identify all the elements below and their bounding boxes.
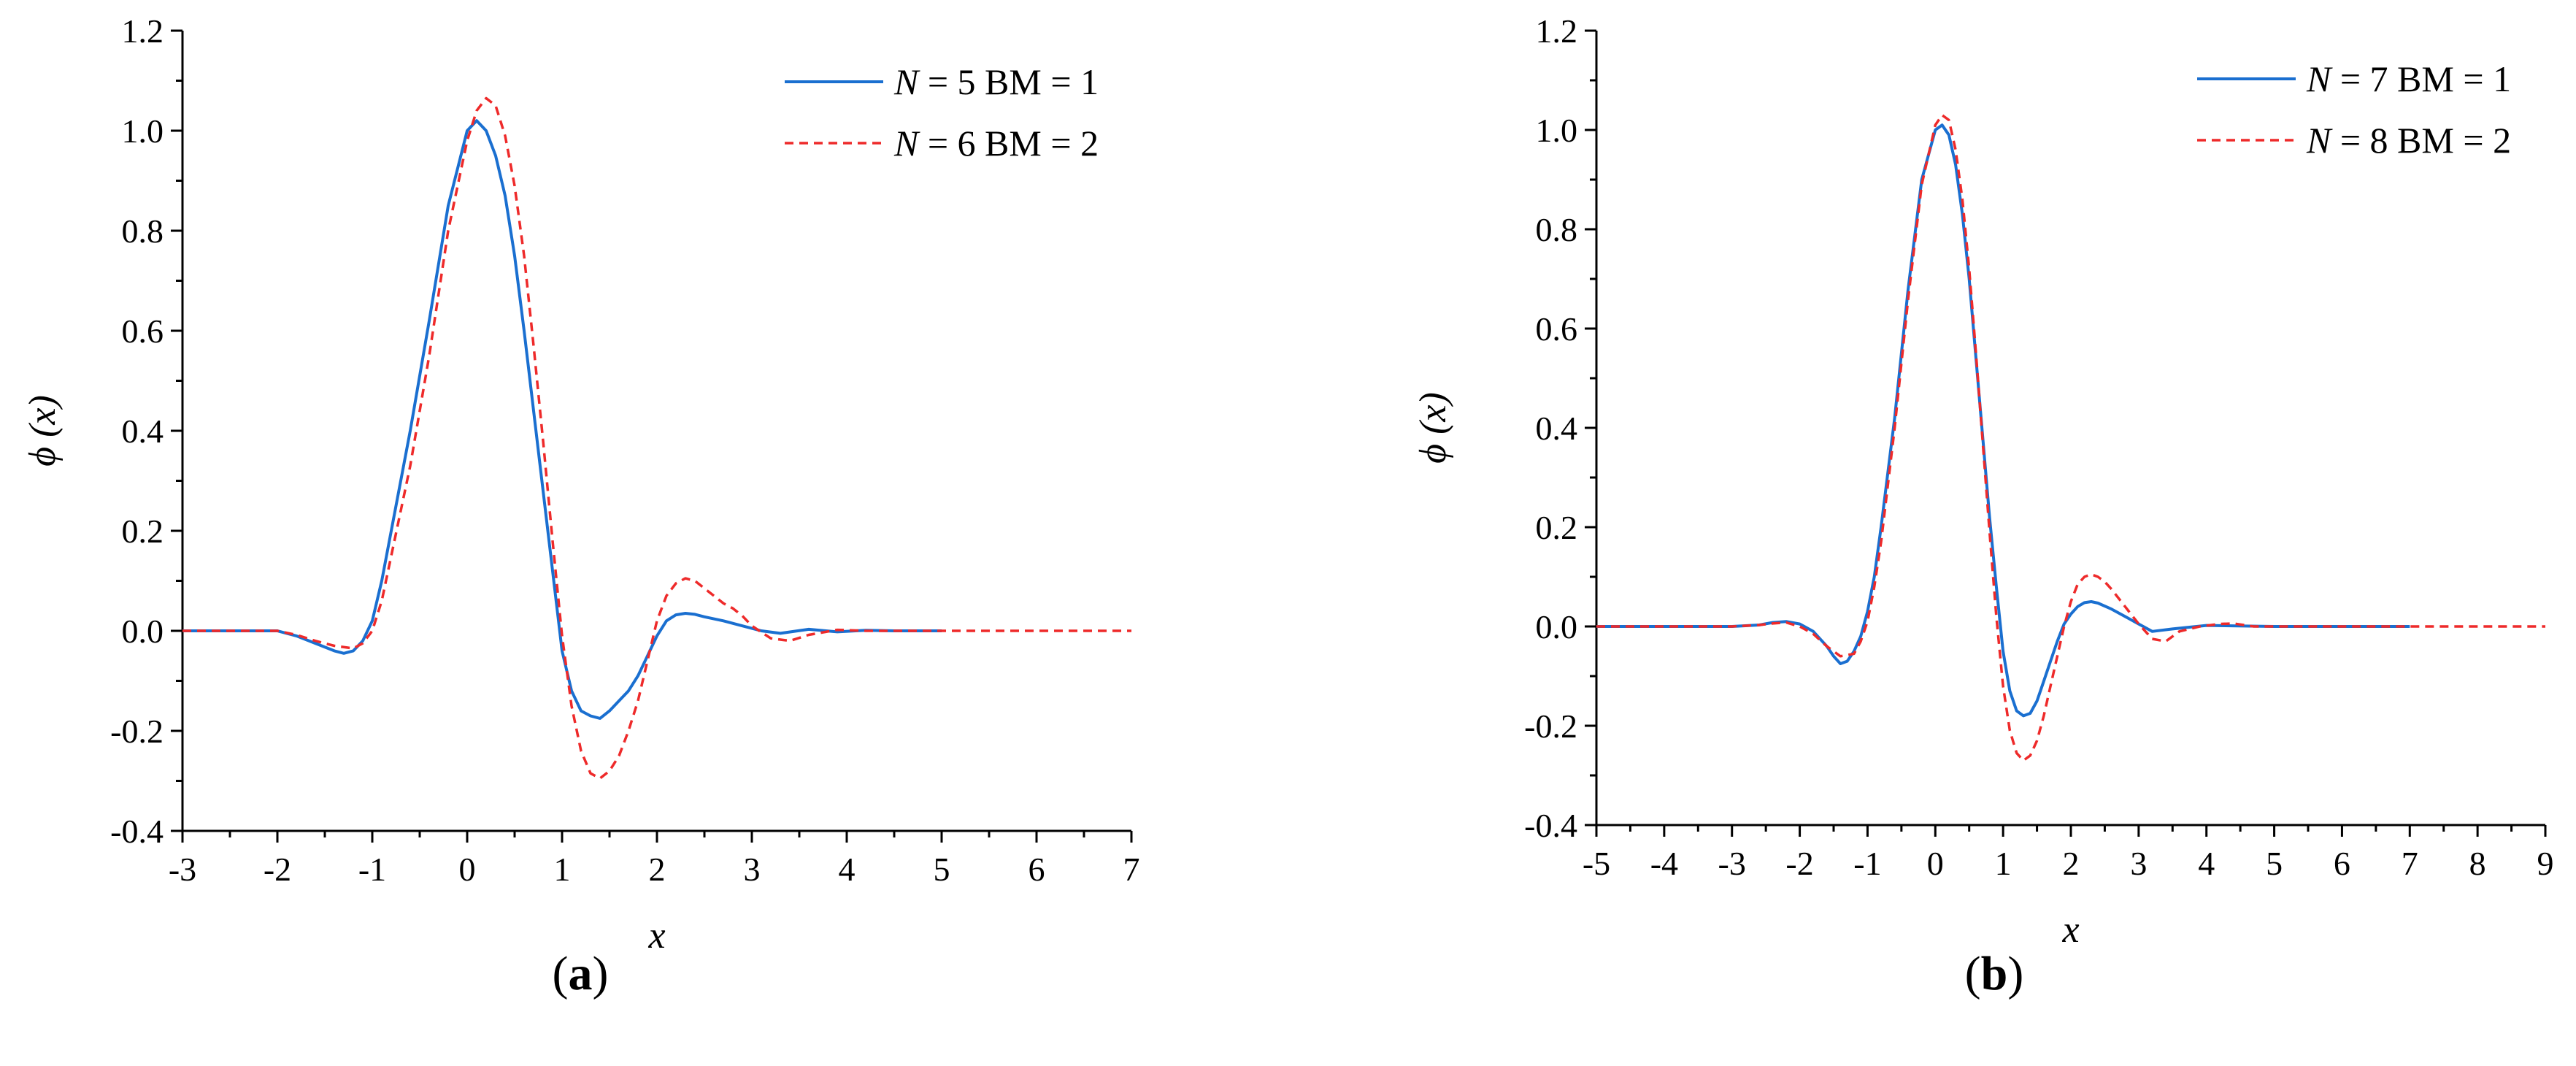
y-tick-label: 1.0 [1536,112,1578,149]
x-tick-label: 9 [2537,845,2554,882]
y-tick-label: 1.2 [1536,12,1578,50]
x-tick-label: 6 [2334,845,2350,882]
y-tick-label: 1.0 [122,112,164,150]
y-axis-label: ϕ (x) [1412,392,1454,464]
x-tick-label: -3 [1718,845,1746,882]
y-tick-label: 0.6 [122,312,164,350]
x-tick-label: -4 [1650,845,1678,882]
x-axis-label: x [647,915,665,956]
x-tick-label: 2 [2063,845,2080,882]
y-tick-label: -0.4 [110,813,164,850]
chart-panel-2: -5 -4 -3 -2 -1 0 1 2 3 4 5 6 7 8 9 -0.4 -0.2 0.0 0.2 0.4 0.6… [1412,12,2554,1000]
legend-label: N = 8 BM = 2 [2306,120,2511,161]
y-tick-label: 0.2 [1536,509,1578,546]
x-tick-label: 7 [2402,845,2418,882]
y-tick-label: 0.0 [122,613,164,650]
panel-label: (a) [553,947,609,1000]
x-tick-label: 8 [2469,845,2486,882]
x-tick-label: -1 [358,851,386,888]
chart-panel-1: -3 -2 -1 0 1 2 3 4 5 6 7 -0.4 -0.2 0.0 0.2 0.4 0.6 0.8 1.0… [22,12,1140,1000]
x-tick-label: -2 [264,851,291,888]
x-tick-label: 4 [839,851,856,888]
y-tick-label: 0.4 [1536,410,1578,447]
series-line-2 [1596,113,2545,762]
x-axis-label: x [2061,909,2079,951]
y-tick-label: 0.2 [122,513,164,550]
x-tick-label: 5 [2266,845,2283,882]
series-line-2 [182,96,1131,780]
x-tick-label: 1 [554,851,571,888]
legend-label: N = 7 BM = 1 [2306,58,2511,99]
y-tick-label: 0.6 [1536,310,1578,348]
x-tick-label: 6 [1029,851,1045,888]
x-tick-label: -2 [1785,845,1813,882]
y-tick-label: 0.0 [1536,608,1578,645]
y-tick-label: -0.4 [1524,807,1577,844]
y-tick-label: 0.4 [122,413,164,450]
y-axis-label: ϕ (x) [22,395,64,467]
x-tick-label: 2 [649,851,666,888]
x-tick-label: -1 [1853,845,1881,882]
series-line-1 [1596,123,2410,718]
x-tick-label: 7 [1123,851,1140,888]
y-tick-label: 0.8 [122,212,164,250]
x-tick-label: 3 [2130,845,2147,882]
y-tick-label: -0.2 [110,713,164,750]
series-line-1 [182,119,942,720]
x-tick-label: 3 [744,851,761,888]
y-tick-label: 1.2 [122,12,164,50]
legend-label: N = 6 BM = 2 [893,123,1099,164]
x-tick-label: 4 [2198,845,2215,882]
x-tick-label: 1 [1995,845,2012,882]
x-tick-label: 5 [934,851,950,888]
x-tick-label: 0 [459,851,476,888]
x-tick-label: -5 [1583,845,1610,882]
legend-label: N = 5 BM = 1 [893,61,1099,102]
x-tick-label: -3 [169,851,196,888]
y-tick-label: -0.2 [1524,708,1577,745]
x-tick-label: 0 [1927,845,1944,882]
panel-label: (b) [1965,947,2024,1000]
y-tick-label: 0.8 [1536,211,1578,248]
